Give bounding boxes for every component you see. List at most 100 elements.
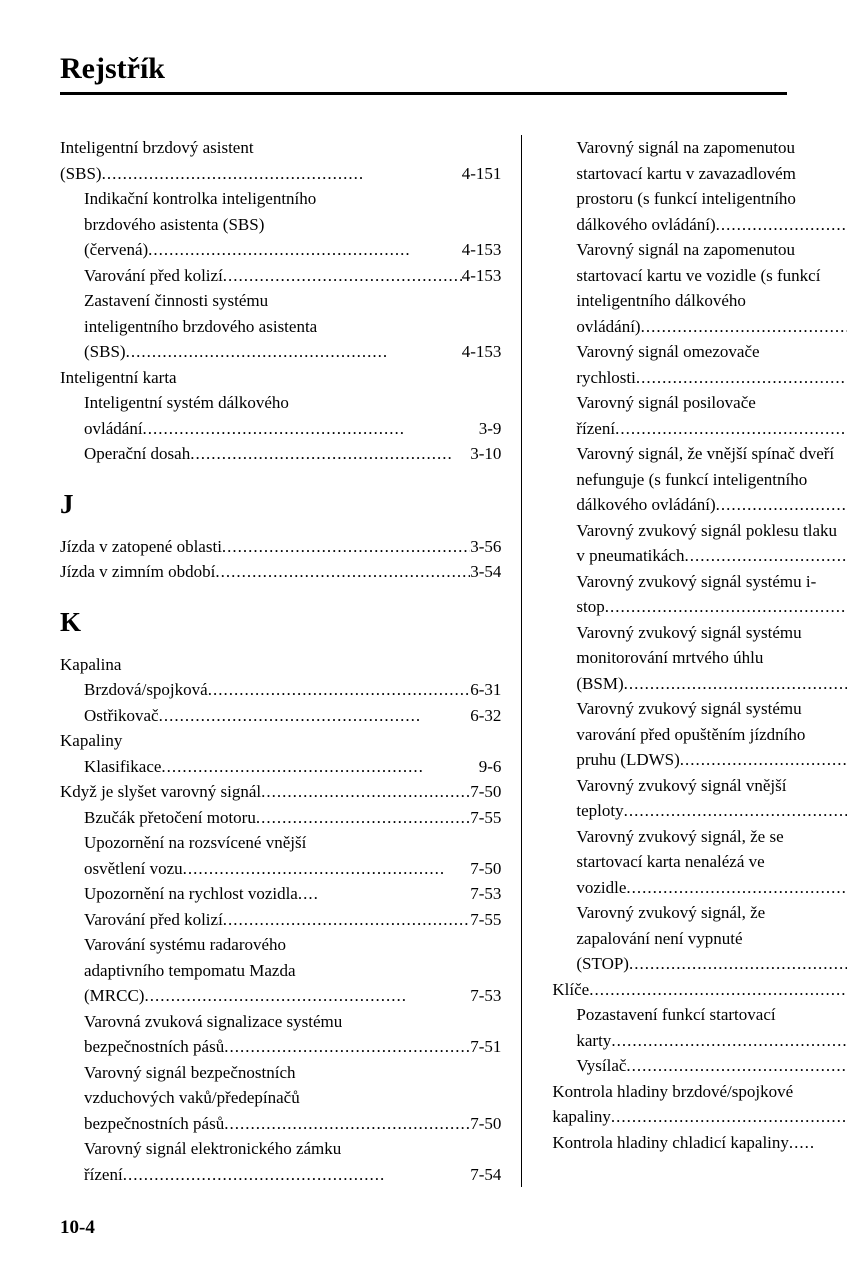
text: Upozornění na rychlost vozidla [84, 881, 298, 907]
text: nefunguje (s funkcí inteligentního [576, 467, 847, 493]
text: Varovný zvukový signál systému [576, 620, 847, 646]
text: Varovný signál elektronického zámku [84, 1136, 501, 1162]
leader-dots: ........................................… [615, 416, 847, 442]
leader-dots: ........................................… [148, 237, 462, 263]
text: Varovný signál bezpečnostních [84, 1060, 501, 1086]
entry-posil: Varovný signál posilovače řízení .......… [576, 390, 847, 441]
text: Jízda v zimním období [60, 559, 215, 585]
page-ref: 7-54 [470, 1162, 501, 1188]
leader-dots: ........................................… [190, 441, 470, 467]
entry-kapy-klas: Klasifikace ............................… [84, 754, 501, 780]
text: Jízda v zatopené oblasti [60, 534, 222, 560]
entry-klice-vys: Vysílač ................................… [576, 1053, 847, 1079]
leader-dots: ........................................… [159, 703, 471, 729]
page-ref: 7-50 [470, 856, 501, 882]
page-ref: 4-151 [462, 161, 502, 187]
letter-j: J [60, 489, 501, 520]
text: Klíče [552, 977, 589, 1003]
leader-dots: ........................................… [641, 314, 847, 340]
text: Upozornění na rozsvícené vnější [84, 830, 501, 856]
entry-klice: Klíče ..................................… [552, 977, 847, 1003]
text: vozidle [576, 875, 626, 901]
entry-kapy-head: Kapaliny [60, 728, 501, 754]
entry-kdy-bz: Bzučák přetočení motoru ................… [84, 805, 501, 831]
text: Kontrola hladiny chladicí kapaliny [552, 1130, 789, 1156]
entry-nevoz: Varovný zvukový signál, že se startovací… [576, 824, 847, 901]
entry-kontrola-brz: Kontrola hladiny brzdové/spojkové kapali… [552, 1079, 847, 1130]
entry-jizda-zat: Jízda v zatopené oblasti ...............… [60, 534, 501, 560]
text: varování před opuštěním jízdního [576, 722, 847, 748]
page-ref: 7-53 [470, 983, 501, 1009]
text: Inteligentní systém dálkového [84, 390, 501, 416]
entry-sbs-stop: Zastavení činnosti systému inteligentníh… [84, 288, 501, 365]
entry-sbs: Inteligentní brzdový asistent (SBS) ....… [60, 135, 501, 186]
leader-dots: ........................................… [224, 1034, 470, 1060]
entry-omez: Varovný signál omezovače rychlosti .....… [576, 339, 847, 390]
text: zapalování není vypnuté [576, 926, 847, 952]
page-ref: 7-50 [470, 779, 501, 805]
text: startovací kartu v zavazadlovém [576, 161, 847, 187]
letter-k: K [60, 607, 501, 638]
text: Varování před kolizí [84, 263, 223, 289]
text: karty [576, 1028, 611, 1054]
page-ref: 3-10 [470, 441, 501, 467]
text: Varovný signál na zapomenutou [576, 135, 847, 161]
leader-dots: ........................................… [126, 339, 462, 365]
text: Varování před kolizí [84, 907, 223, 933]
entry-stop: Varovný zvukový signál, že zapalování ne… [576, 900, 847, 977]
entry-bsm: Varovný zvukový signál systému monitorov… [576, 620, 847, 697]
page-ref: 4-153 [462, 237, 502, 263]
left-column: Inteligentní brzdový asistent (SBS) ....… [60, 135, 522, 1187]
page-number: 10-4 [60, 1217, 787, 1239]
leader-dots: ........................................… [629, 951, 847, 977]
page-ref: 4-153 [462, 339, 502, 365]
text: Varovný zvukový signál systému i- [576, 569, 847, 595]
text: Kontrola hladiny brzdové/spojkové [552, 1079, 847, 1105]
text: Varovný zvukový signál poklesu tlaku [576, 518, 847, 544]
text: Pozastavení funkcí startovací [576, 1002, 847, 1028]
leader-dots: ........................................… [626, 875, 847, 901]
text: ovládání) [576, 314, 640, 340]
leader-dots: ........................................… [222, 534, 470, 560]
text: Varovný zvukový signál systému [576, 696, 847, 722]
leader-dots: ........................................… [680, 747, 847, 773]
text: monitorování mrtvého úhlu [576, 645, 847, 671]
page-ref: 3-9 [479, 416, 502, 442]
entry-kdy-zamek: Varovný signál elektronického zámku říze… [84, 1136, 501, 1187]
text: (MRCC) [84, 983, 144, 1009]
leader-dots: ........................................… [183, 856, 471, 882]
entry-zapkarta1: Varovný signál na zapomenutou startovací… [576, 135, 847, 237]
entry-klice-poz: Pozastavení funkcí startovací karty ....… [576, 1002, 847, 1053]
leader-dots: ........................................… [223, 263, 462, 289]
leader-dots: ..... [789, 1130, 847, 1156]
entry-kdy-up1: Upozornění na rozsvícené vnější osvětlen… [84, 830, 501, 881]
entry-kdy-pasy: Varovná zvuková signalizace systému bezp… [84, 1009, 501, 1060]
leader-dots: ........................................… [143, 416, 479, 442]
text: Varovný zvukový signál vnější [576, 773, 847, 799]
page-title: Rejstřík [60, 52, 787, 86]
text: Varovná zvuková signalizace systému [84, 1009, 501, 1035]
entry-kap-head: Kapalina [60, 652, 501, 678]
text: řízení [576, 416, 615, 442]
text: Ostřikovač [84, 703, 159, 729]
text: Varování systému radarového [84, 932, 501, 958]
entry-kdy-up2: Upozornění na rychlost vozidla .... 7-53 [84, 881, 501, 907]
text: (červená) [84, 237, 148, 263]
columns: Inteligentní brzdový asistent (SBS) ....… [60, 135, 787, 1187]
text: Bzučák přetočení motoru [84, 805, 256, 831]
text: inteligentního brzdového asistenta [84, 314, 501, 340]
text: Indikační kontrolka inteligentního [84, 186, 501, 212]
text: Varovný signál posilovače [576, 390, 847, 416]
text: v pneumatikách [576, 543, 684, 569]
text: (SBS) [84, 339, 126, 365]
entry-ldws: Varovný zvukový signál systému varování … [576, 696, 847, 773]
text: inteligentního dálkového [576, 288, 847, 314]
entry-spinac: Varovný signál, že vnější spínač dveří n… [576, 441, 847, 518]
page-ref: 7-55 [470, 907, 501, 933]
entry-kdy-mrcc: Varování systému radarového adaptivního … [84, 932, 501, 1009]
entry-tlak: Varovný zvukový signál poklesu tlaku v p… [576, 518, 847, 569]
text: Varovný zvukový signál, že [576, 900, 847, 926]
leader-dots: .... [298, 881, 470, 907]
text: rychlosti [576, 365, 636, 391]
leader-dots: ........................................… [636, 365, 847, 391]
